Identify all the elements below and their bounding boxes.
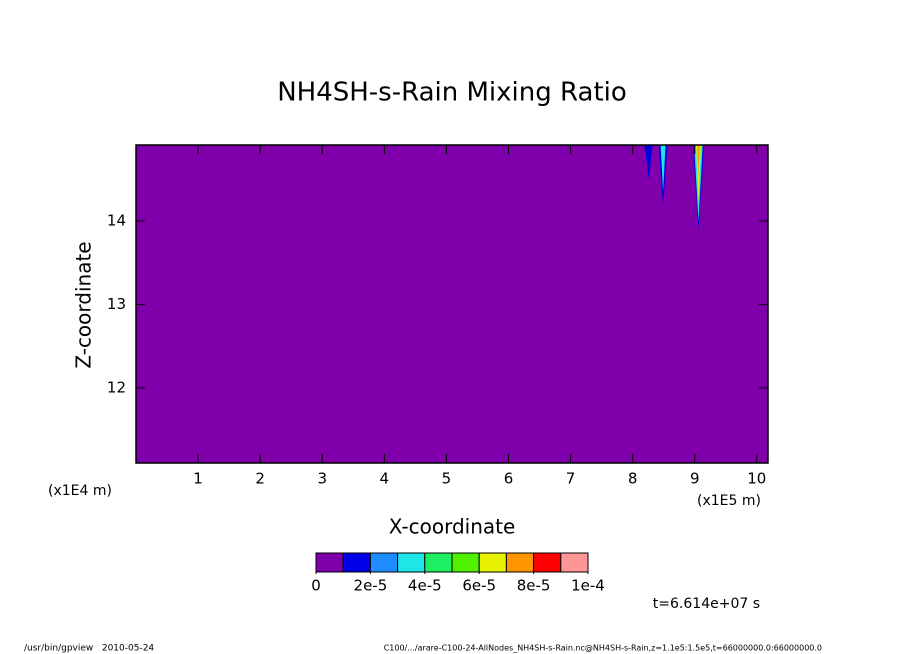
chart-title: NH4SH-s-Rain Mixing Ratio [277,78,627,108]
colorbar-box [424,552,453,573]
colorbar-box [369,552,399,573]
colorbar-box [397,552,426,573]
colorbar-label: 2e-5 [354,577,388,595]
y-tick-label: 13 [107,295,126,313]
x-tick-label: 3 [317,470,327,488]
footer-left: /usr/bin/gpview 2010-05-24 [24,644,154,654]
x-tick-label: 1 [193,470,203,488]
colorbar-box [478,552,507,573]
x-axis-label: X-coordinate [389,515,516,539]
contour-region [697,145,700,180]
colorbar-label: 4e-5 [408,577,442,595]
y-axis-label: Z-coordinate [72,241,96,368]
colorbar-box [451,552,480,573]
colorbar-label: 6e-5 [462,577,496,595]
time-label: t=6.614e+07 s [653,596,760,612]
contour-region [644,145,653,180]
y-unit: (x1E4 m) [48,483,112,499]
x-tick-label: 6 [504,470,514,488]
colorbar-label: 1e-4 [571,577,605,595]
x-tick-label: 9 [690,470,700,488]
x-tick-label: 2 [255,470,265,488]
x-unit: (x1E5 m) [697,493,761,509]
x-tick-label: 8 [628,470,638,488]
x-tick-label: 7 [566,470,576,488]
y-tick-label: 14 [107,211,126,229]
x-tick-label: 5 [442,470,452,488]
colorbar-box [315,552,344,573]
colorbar-box [560,552,589,573]
colorbar-box [505,552,535,573]
colorbar-label: 8e-5 [517,577,551,595]
y-tick-label: 12 [107,378,126,396]
plot-background [136,145,768,463]
x-tick-label: 10 [747,470,766,488]
contour-region [660,145,666,192]
x-tick-label: 4 [380,470,390,488]
colorbar-label: 0 [311,577,321,595]
colorbar-box [533,552,562,573]
footer-right: C100/.../arare-C100-24-AllNodes_NH4SH-s-… [384,644,822,653]
colorbar-box [342,552,371,573]
